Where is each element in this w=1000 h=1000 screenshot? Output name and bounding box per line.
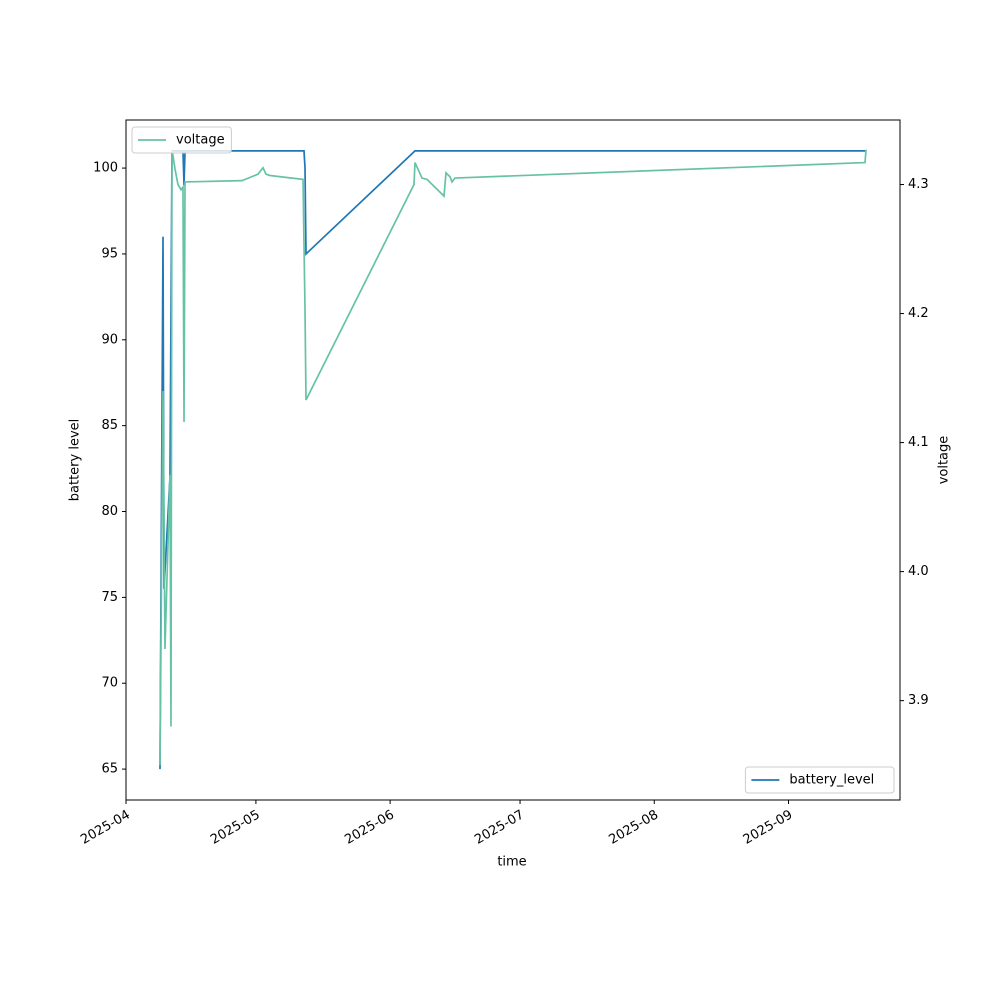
legend-box <box>744 766 895 794</box>
y-tick-label: 70 <box>101 676 118 691</box>
y2-tick-label: 4.3 <box>908 177 929 192</box>
x-axis-label: time <box>497 855 526 870</box>
y-tick-label: 85 <box>101 418 118 433</box>
legend-label: battery_level <box>789 773 874 788</box>
y2-tick-label: 4.2 <box>908 306 929 321</box>
y2-tick-label: 4.0 <box>908 564 929 579</box>
y2-tick-label: 4.1 <box>908 435 929 450</box>
y2-axis-label: voltage <box>937 436 952 485</box>
plot-frame <box>125 119 901 801</box>
y-axis-label: battery level <box>68 419 83 502</box>
y-tick-label: 75 <box>101 590 118 605</box>
y-tick-label: 100 <box>93 161 118 176</box>
legend-label: voltage <box>176 133 225 148</box>
y-tick-label: 65 <box>101 762 118 777</box>
y-tick-label: 90 <box>101 332 118 347</box>
y-tick-label: 80 <box>101 504 118 519</box>
y-tick-label: 95 <box>101 246 118 261</box>
legend-box <box>131 126 232 154</box>
y2-tick-label: 3.9 <box>908 693 929 708</box>
